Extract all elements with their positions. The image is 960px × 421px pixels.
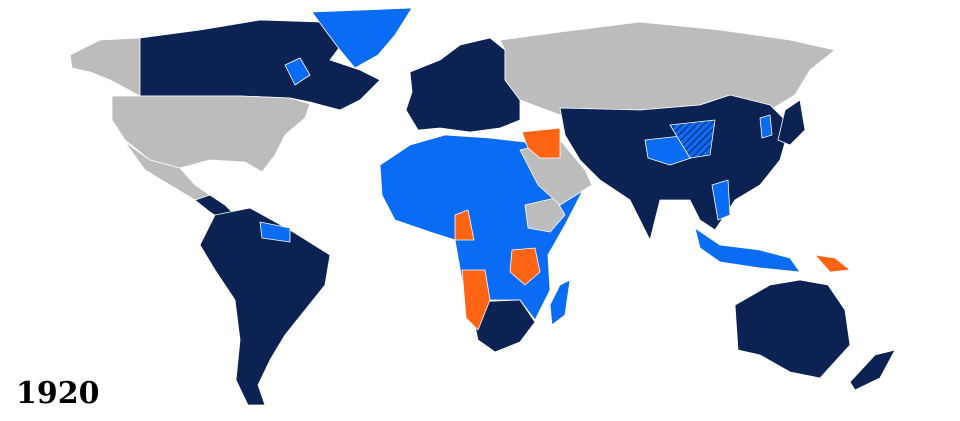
region-korea bbox=[759, 114, 773, 139]
region-south-west-africa bbox=[461, 269, 491, 331]
region-south-africa bbox=[469, 299, 536, 353]
region-indochina bbox=[711, 179, 731, 221]
region-cameroon bbox=[454, 209, 475, 241]
region-madagascar bbox=[549, 279, 571, 326]
region-new-zealand bbox=[849, 349, 896, 391]
region-south-america bbox=[199, 207, 331, 406]
region-mongolia-hatched bbox=[669, 119, 716, 159]
region-japan bbox=[777, 99, 806, 146]
region-alaska bbox=[69, 37, 141, 97]
region-levant-mandates bbox=[521, 127, 561, 159]
region-tanganyika bbox=[509, 247, 541, 286]
region-ethiopia bbox=[524, 197, 566, 233]
region-east-indies bbox=[694, 227, 801, 273]
region-europe bbox=[405, 37, 521, 133]
region-new-guinea bbox=[814, 254, 851, 273]
region-russia bbox=[499, 21, 836, 119]
region-australia bbox=[734, 279, 851, 379]
region-greenland bbox=[311, 7, 413, 69]
region-newfoundland bbox=[284, 57, 311, 86]
region-asia-members bbox=[559, 94, 791, 241]
region-guianas bbox=[259, 221, 291, 243]
region-usa bbox=[111, 95, 311, 173]
year-label: 1920 bbox=[16, 376, 100, 411]
